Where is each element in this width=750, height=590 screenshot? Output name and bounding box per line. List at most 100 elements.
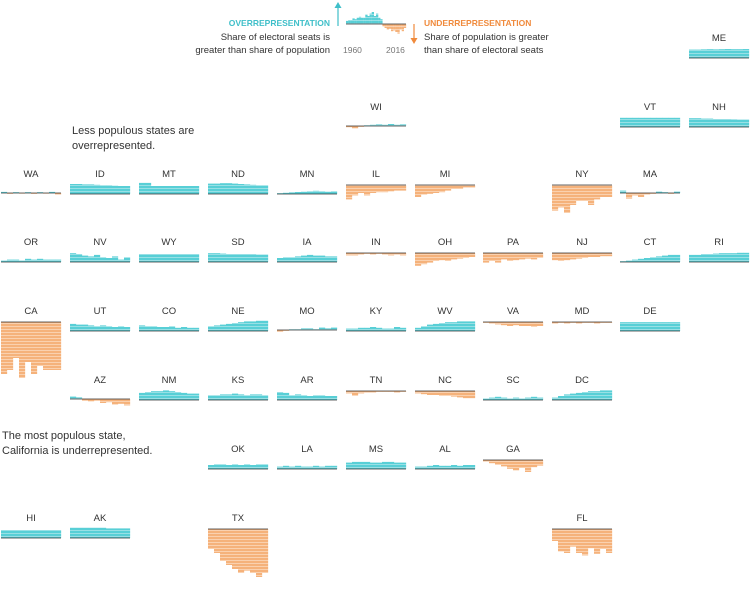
state-ut-bar xyxy=(118,326,125,331)
state-nc-bar xyxy=(415,391,422,394)
state-tile-il: IL xyxy=(346,169,407,200)
state-nc-bar xyxy=(427,391,434,395)
state-oh-bar xyxy=(445,253,452,261)
state-label-mo: MO xyxy=(299,306,314,317)
state-mo-bar xyxy=(325,328,332,330)
state-pa-bar xyxy=(483,253,490,263)
state-ms-bar xyxy=(352,461,359,469)
state-wv-bar xyxy=(463,321,470,331)
state-ca-bar xyxy=(25,322,32,362)
legend-example-bar xyxy=(395,24,398,32)
state-ga-bar xyxy=(519,460,526,468)
state-ok-bar xyxy=(238,465,245,469)
state-wi-bar xyxy=(376,124,383,126)
state-va-bar xyxy=(525,322,532,326)
state-ia-bar xyxy=(289,257,296,262)
state-fl-bar xyxy=(570,529,577,547)
state-fl-bar xyxy=(564,529,571,553)
state-label-al: AL xyxy=(439,444,451,455)
state-ut-bar xyxy=(94,326,101,331)
state-ca-bar xyxy=(1,322,8,374)
state-label-sc: SC xyxy=(506,375,519,386)
state-label-nj: NJ xyxy=(576,237,588,248)
state-la-bar xyxy=(325,465,332,469)
state-ne-bar xyxy=(232,323,239,331)
state-co-bar xyxy=(139,325,146,331)
state-tile-nv: NV xyxy=(70,237,131,263)
state-tile-id: ID xyxy=(70,169,131,195)
state-nv-bar xyxy=(106,258,113,262)
state-hi-bar xyxy=(31,530,38,538)
state-dc-bar xyxy=(558,396,565,400)
state-il-bar xyxy=(370,185,377,193)
state-wi-bar xyxy=(352,126,359,129)
state-nv-bar xyxy=(118,259,125,262)
state-ut-bar xyxy=(88,325,95,331)
state-tile-wy: WY xyxy=(139,237,200,263)
state-label-mi: MI xyxy=(440,169,451,180)
state-mn-bar xyxy=(301,191,308,194)
state-ga-bar xyxy=(483,460,490,462)
legend-example-bar xyxy=(384,24,387,28)
state-ca-bar xyxy=(49,322,56,370)
state-md-bar xyxy=(594,322,601,324)
state-oh-bar xyxy=(427,253,434,263)
state-sd-bar xyxy=(220,253,227,262)
state-tile-ca: CA xyxy=(1,306,62,378)
state-nj-bar xyxy=(564,253,571,261)
state-mn-bar xyxy=(313,190,320,194)
state-ok-bar xyxy=(226,465,233,469)
state-nd-bar xyxy=(220,183,227,194)
state-nm-bar xyxy=(163,390,170,400)
state-fl-bar xyxy=(588,529,595,549)
state-ky-bar xyxy=(352,328,359,331)
state-fl-bar xyxy=(600,529,607,549)
legend-example-bar xyxy=(352,18,355,24)
state-oh-bar xyxy=(433,253,440,261)
state-or-bar xyxy=(49,259,56,262)
state-ms-bar xyxy=(400,462,407,469)
state-vt-bar xyxy=(626,117,633,127)
state-tile-mt: MT xyxy=(139,169,200,195)
state-tx-bar xyxy=(226,529,233,565)
state-nh-bar xyxy=(707,118,714,127)
state-ia-bar xyxy=(277,258,284,262)
state-nh-bar xyxy=(689,118,696,127)
state-de-bar xyxy=(644,322,651,331)
state-ky-bar xyxy=(376,327,383,331)
state-ct-bar xyxy=(650,257,657,262)
state-hi-bar xyxy=(49,530,56,538)
state-or-bar xyxy=(43,259,50,262)
state-nd-bar xyxy=(214,183,221,194)
state-mt-bar xyxy=(169,186,176,194)
state-label-va: VA xyxy=(507,306,520,317)
state-vt-bar xyxy=(632,117,639,127)
state-tx-bar xyxy=(244,529,251,571)
state-mt-bar xyxy=(193,186,200,194)
state-fl-bar xyxy=(582,529,589,556)
state-ca-bar xyxy=(7,322,14,370)
state-nj-bar xyxy=(576,253,583,259)
state-label-ut: UT xyxy=(94,306,107,317)
state-tx-bar xyxy=(256,529,263,577)
state-ct-bar xyxy=(644,258,651,262)
state-nc-bar xyxy=(421,391,428,395)
state-ri-bar xyxy=(743,252,750,262)
legend-example-bar xyxy=(369,13,372,24)
legend-example-bar xyxy=(365,14,368,24)
state-ri-bar xyxy=(689,254,696,262)
state-label-pa: PA xyxy=(507,237,520,248)
state-ky-bar xyxy=(370,327,377,331)
state-tile-fl: FL xyxy=(552,513,613,556)
legend-example-bar xyxy=(388,24,392,29)
state-az-bar xyxy=(118,399,125,404)
state-tx-bar xyxy=(214,529,221,553)
state-wa-bar xyxy=(49,191,56,193)
state-fl-bar xyxy=(558,529,565,552)
state-wv-bar xyxy=(445,322,452,331)
state-sc-bar xyxy=(501,397,508,400)
state-me-bar xyxy=(731,49,738,58)
state-ma-bar xyxy=(626,193,633,199)
state-tile-pa: PA xyxy=(483,237,544,263)
state-nc-bar xyxy=(445,391,452,396)
